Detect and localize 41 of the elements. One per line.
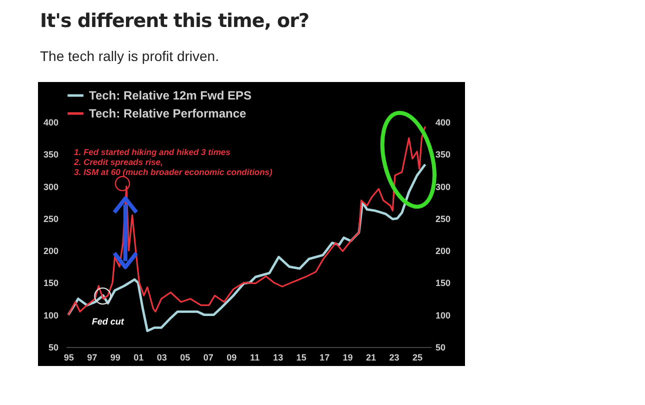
x-tick-label: 23: [389, 352, 400, 362]
y-tick-label: 100: [43, 310, 58, 320]
y-tick-label: 300: [43, 182, 58, 192]
x-tick-label: 99: [110, 352, 120, 362]
y2-tick-label: 150: [436, 278, 451, 288]
legend-label: Tech: Relative Performance: [89, 106, 246, 120]
y2-tick-label: 350: [436, 150, 451, 160]
x-tick-label: 01: [134, 352, 144, 362]
x-tick-label: 07: [203, 352, 214, 362]
x-tick-label: 15: [296, 352, 306, 362]
y-tick-label: 50: [48, 342, 58, 352]
y-tick-label: 250: [43, 214, 58, 224]
y-tick-label: 400: [43, 118, 58, 128]
x-tick-label: 21: [366, 352, 376, 362]
chart-subtitle: The tech rally is profit driven.: [40, 48, 219, 64]
y2-tick-label: 300: [436, 182, 451, 192]
x-tick-label: 11: [250, 352, 260, 362]
x-tick-label: 25: [412, 352, 423, 362]
y2-tick-label: 200: [436, 246, 451, 256]
annotation: 2. Credit spreads rise,: [73, 157, 163, 167]
x-tick-label: 13: [273, 352, 284, 362]
y2-tick-label: 100: [436, 310, 451, 320]
y-tick-label: 200: [43, 246, 58, 256]
annotation: Fed cut: [92, 316, 125, 326]
x-tick-label: 09: [226, 352, 237, 362]
x-tick-label: 03: [156, 352, 167, 362]
legend-label: Tech: Relative 12m Fwd EPS: [89, 88, 252, 102]
line-series: [68, 126, 426, 316]
y2-tick-label: 250: [436, 214, 451, 224]
chart-title: It's different this time, or?: [40, 10, 310, 32]
y-tick-label: 350: [43, 150, 58, 160]
x-tick-label: 05: [180, 352, 190, 362]
y-tick-label: 150: [43, 278, 58, 288]
x-tick-label: 97: [87, 352, 98, 362]
y2-tick-label: 400: [436, 118, 451, 128]
y2-tick-label: 50: [436, 342, 446, 352]
x-tick-label: 17: [320, 352, 330, 362]
x-tick-label: 95: [64, 352, 74, 362]
annotation: 1. Fed started hiking and hiked 3 times: [74, 147, 231, 157]
x-tick-label: 19: [342, 352, 353, 362]
annotation: 3. ISM at 60 (much broader economic conditions): [74, 167, 273, 177]
